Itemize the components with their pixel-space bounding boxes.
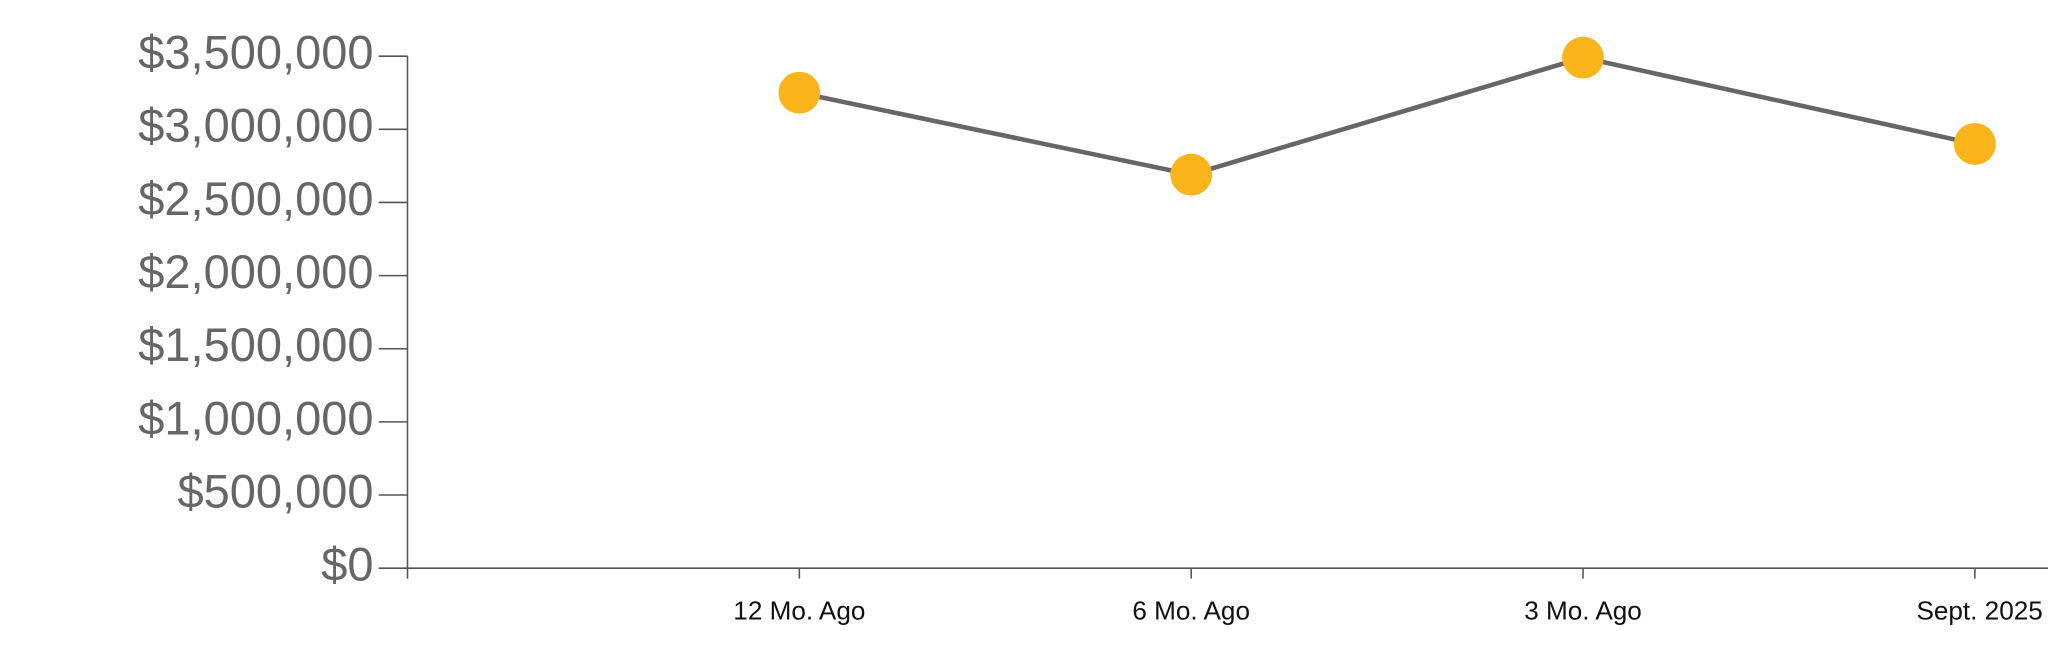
data-point	[1562, 36, 1604, 79]
data-point	[1953, 123, 1996, 165]
x-tick-label: 12 Mo. Ago	[733, 595, 865, 625]
data-point	[1170, 153, 1213, 196]
y-tick-label: $3,500,000	[138, 26, 373, 79]
x-tick-label: 6 Mo. Ago	[1132, 595, 1250, 625]
y-tick-label: $1,000,000	[138, 391, 373, 444]
y-tick-label: $1,500,000	[138, 318, 373, 371]
x-tick-label: Sept. 2025	[1916, 595, 2042, 625]
series-line	[798, 55, 1976, 178]
y-tick-label: $2,500,000	[138, 172, 373, 225]
y-tick-label: $3,000,000	[138, 99, 373, 152]
y-tick-label: $2,000,000	[138, 245, 373, 298]
y-tick-label: $500,000	[177, 464, 373, 517]
data-point	[778, 71, 821, 114]
x-tick-label: 3 Mo. Ago	[1524, 595, 1642, 625]
y-tick-label: $0	[321, 538, 373, 591]
